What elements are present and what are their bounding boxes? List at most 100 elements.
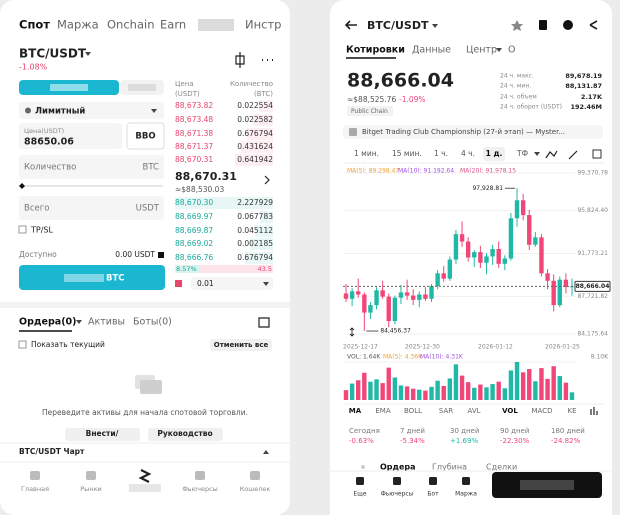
top-tab[interactable]: Спот [19,18,50,32]
period: Сегодня [349,427,380,435]
icon [361,465,365,469]
indicator-tab[interactable]: MACD [532,407,553,415]
volume-bar [435,380,440,400]
top-tab[interactable]: Маржа [57,18,99,32]
interval[interactable]: 15 мин. [392,149,422,158]
candle-body [514,200,520,219]
tag [347,106,393,116]
bottom-tab[interactable]: Сделки [486,463,517,472]
volume-bar [417,389,422,400]
volume-bar [496,381,501,400]
checkbox[interactable] [18,225,27,234]
ask-price: 88,673.48 [175,115,213,124]
nav-label[interactable]: Фьючерсы [381,491,414,498]
book-header: (BTC) [254,90,273,98]
order-type[interactable] [19,102,164,119]
deposit-button[interactable] [65,428,140,441]
nav-label[interactable]: Кошелек [240,485,271,493]
period-change: -0.63% [349,437,374,445]
nav-label[interactable]: Бот [427,491,439,498]
ask-price: 88,671.37 [175,142,213,151]
candle-body [374,290,379,306]
bid-qty: 0.045112 [237,226,273,235]
chevron [264,175,270,185]
tab[interactable]: Котировки [346,45,405,56]
guide-button[interactable] [148,428,223,441]
candle-body [520,200,526,216]
depth-bar [253,114,273,126]
period: 7 дней [400,427,425,435]
nav-label[interactable]: Фьючерсы [182,485,218,493]
dropdown-arrow [432,24,438,28]
indicator-tab[interactable]: SAR [439,407,453,415]
volume-legend: MA(5): 4.36K [383,354,423,361]
quantity-input[interactable] [19,155,164,179]
total-input[interactable] [19,196,164,220]
dropdown-arrow [534,152,540,156]
candle-body [551,280,556,306]
volume-bar [545,378,550,400]
candle-body [453,234,459,260]
top-tab[interactable]: Onchain [107,18,154,32]
volume-bar [551,366,556,400]
volume-bar [447,378,453,400]
nav-icon [250,471,260,480]
precision-select[interactable] [191,277,273,290]
depth-bar [255,225,273,237]
orders-tab[interactable]: Активы [88,317,125,328]
volume-bar [441,385,446,400]
interval[interactable]: 1 мин. [354,149,379,158]
top-tab[interactable]: Earn [160,18,186,32]
nav-label[interactable]: Еще [353,491,366,498]
tab[interactable]: Центр [466,45,497,56]
tab[interactable]: Данные [412,45,451,56]
bid-price: 88,669.02 [175,239,213,248]
indicator-tab[interactable]: BOLL [404,407,422,415]
checkbox[interactable] [18,340,27,349]
blurred-tab [198,19,234,31]
y-tick-label: 91,773.21 [577,250,608,257]
indicator-tab[interactable]: KE [567,407,576,415]
top-tab[interactable]: Инстр [245,18,281,32]
bid-qty: 2.227929 [237,198,273,207]
slider-handle [19,183,25,189]
nav-label[interactable]: Рынки [80,485,101,493]
nav-label[interactable]: Главная [21,485,49,493]
banner-icon [349,128,357,136]
candle-body [484,256,489,263]
dropdown-arrow [85,52,91,56]
indicator-tab[interactable]: VOL [502,407,518,415]
indicator-tab[interactable]: MA [349,407,362,415]
candle-body [563,279,569,288]
volume-bar [423,390,428,400]
bottom-tab[interactable]: Ордера [380,463,416,472]
y-tick-label: 95,824.40 [577,207,608,214]
candle-body [496,248,501,264]
interval[interactable]: ТФ [516,149,529,158]
interval[interactable]: 1 ч. [434,149,448,158]
sell-ratio-bar [200,265,273,273]
indicator-tab[interactable]: EMA [375,407,390,415]
candle-body [429,286,434,299]
nav-label[interactable]: Маржа [455,491,477,498]
tab[interactable]: О [508,45,515,56]
last-price-box [574,280,611,292]
icon [539,20,547,30]
orders-tab[interactable]: Ордера(0) [19,317,77,328]
cancel-all[interactable] [210,339,272,351]
interval[interactable]: 4 ч. [461,149,475,158]
bbo-button[interactable] [126,122,165,150]
nav-icon [356,477,364,485]
bottom-tab[interactable]: Глубина [432,463,467,472]
candle-body [368,305,373,313]
orders-tab[interactable]: Боты(0) [133,317,172,328]
interval[interactable]: 1 д. [486,149,503,158]
blur [64,274,104,282]
volume-bar [502,388,508,400]
banner[interactable] [343,125,603,139]
settings-icon [592,149,602,159]
price-input[interactable] [19,123,122,149]
add-icon [158,252,164,258]
indicator-tab[interactable]: AVL [467,407,480,415]
volume-bar [508,370,514,400]
